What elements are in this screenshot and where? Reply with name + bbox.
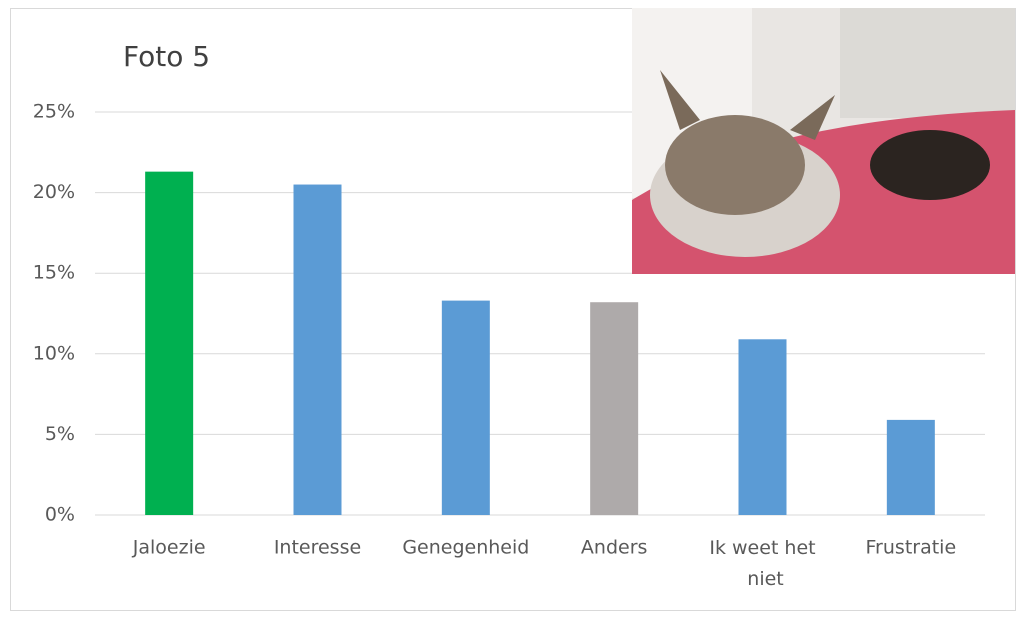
x-tick-label: Interesse <box>274 537 361 559</box>
photo-cat-ears <box>660 70 835 140</box>
y-tick-label: 20% <box>33 181 75 203</box>
x-tick-label: Frustratie <box>866 537 957 559</box>
photo-black-cat <box>870 130 990 200</box>
y-tick-label: 15% <box>33 262 75 284</box>
x-tick-label: Ik weet het niet <box>709 537 815 590</box>
y-tick-label: 0% <box>45 504 75 526</box>
bar <box>145 171 194 516</box>
photo <box>632 8 1015 274</box>
bar <box>441 300 490 515</box>
x-tick-label: Genegenheid <box>402 537 529 559</box>
y-tick-label: 10% <box>33 342 75 364</box>
photo-cat-head <box>665 115 805 215</box>
bar <box>886 419 935 515</box>
bar <box>293 184 342 516</box>
y-tick-label: 5% <box>45 423 75 445</box>
photo-wallpaper <box>840 8 1015 118</box>
bar <box>590 302 639 515</box>
chart-title: Foto 5 <box>123 40 210 73</box>
y-tick-label: 25% <box>33 101 75 123</box>
plot-area: 0% 5% 10% 15% 20% 25% Jaloezie Interesse Genegen… <box>33 101 985 590</box>
x-tick-label: Anders <box>581 537 648 559</box>
bar <box>738 339 787 515</box>
x-tick-label: Jaloezie <box>132 537 206 559</box>
